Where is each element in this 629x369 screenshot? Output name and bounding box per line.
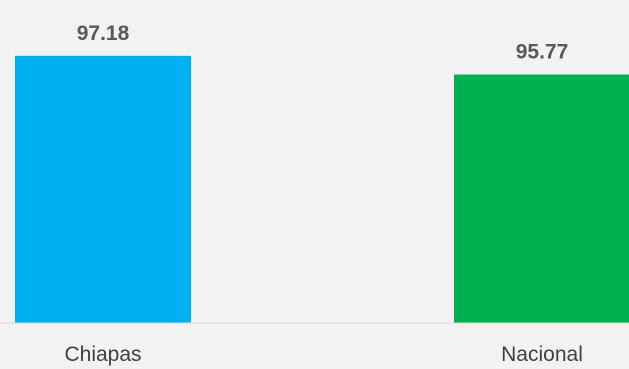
bar-nacional	[454, 74, 629, 323]
category-labels: Chiapas Nacional	[64, 343, 582, 366]
bar-chiapas	[15, 55, 191, 324]
category-label-nacional: Nacional	[501, 343, 583, 366]
bars-layer	[15, 55, 629, 324]
category-label-chiapas: Chiapas	[64, 343, 141, 366]
labels-layer: 97.18 95.77	[77, 22, 569, 64]
data-label-chiapas: 97.18	[77, 22, 130, 45]
data-label-nacional: 95.77	[516, 41, 569, 64]
